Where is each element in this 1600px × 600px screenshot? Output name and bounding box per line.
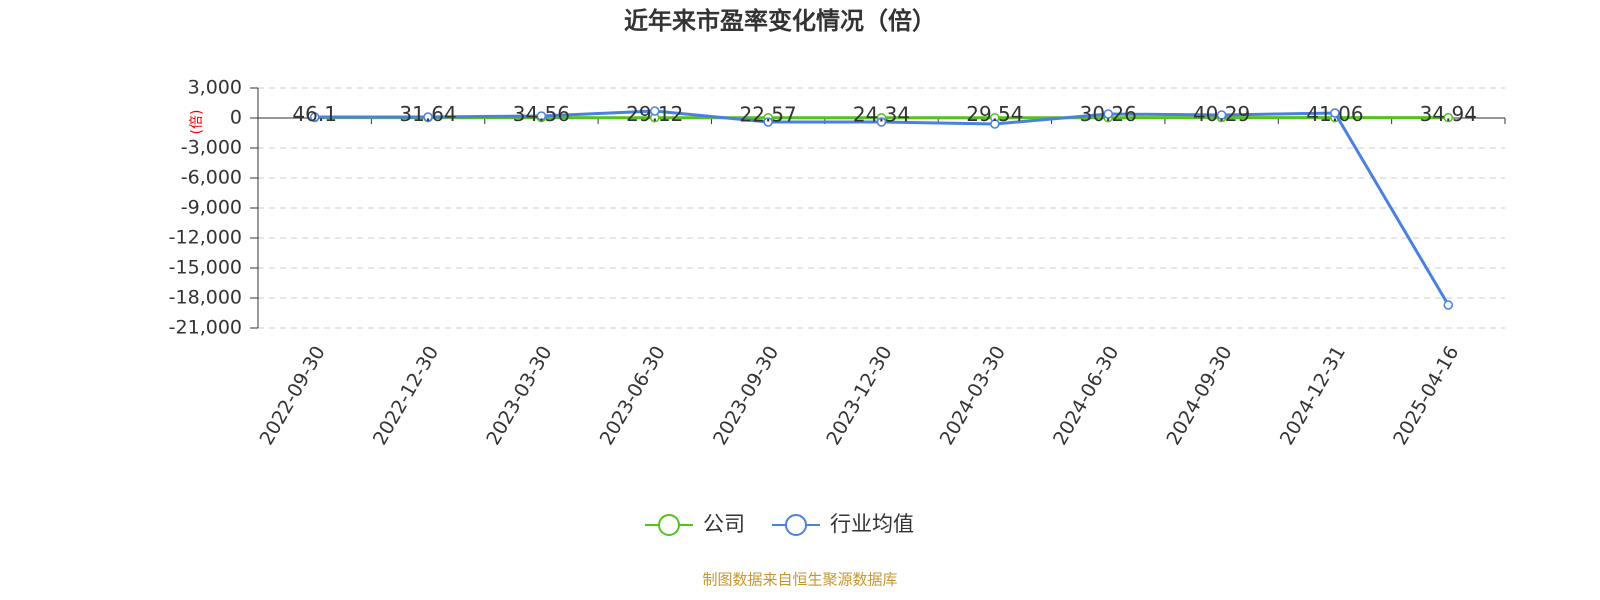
x-tick-label: 2025-04-16 (1389, 342, 1463, 449)
x-tick-label: 2023-12-30 (822, 342, 896, 449)
value-label: 34.56 (513, 102, 570, 126)
data-point (536, 111, 547, 121)
y-tick-label: -18,000 (169, 287, 242, 309)
y-tick-label: -21,000 (169, 317, 242, 339)
value-label: 30.26 (1080, 102, 1137, 126)
data-point (1443, 112, 1454, 123)
data-point (1330, 108, 1340, 118)
y-tick-label: -3,000 (181, 137, 242, 159)
data-point (423, 112, 433, 122)
data-point (876, 117, 887, 127)
y-tick-label: -9,000 (181, 197, 242, 219)
value-label: 31.64 (399, 102, 456, 126)
legend-label: 行业均值 (830, 512, 914, 536)
source-note: 制图数据来自恒生聚源数据库 (702, 571, 897, 589)
y-tick-label: -15,000 (169, 257, 242, 279)
x-tick-label: 2024-12-31 (1276, 342, 1350, 449)
value-label: 41.06 (1306, 102, 1363, 126)
data-point (1443, 300, 1454, 310)
data-point (309, 112, 320, 122)
data-point (1103, 109, 1113, 119)
y-tick-label: 0 (230, 107, 242, 129)
y-tick-label: -12,000 (169, 227, 242, 249)
value-label: 29.12 (626, 102, 683, 126)
value-label: 24.34 (853, 102, 910, 126)
x-tick-label: 2024-09-30 (1162, 342, 1236, 449)
y-tick-label: -6,000 (181, 167, 242, 189)
y-axis-label: (倍) (189, 110, 205, 135)
data-point (1216, 110, 1227, 120)
data-point (763, 117, 773, 127)
x-tick-label: 2022-09-30 (256, 342, 330, 449)
legend-label: 公司 (703, 512, 745, 536)
x-tick-label: 2023-09-30 (709, 342, 783, 449)
legend-marker (785, 514, 807, 536)
series-line (314, 109, 1450, 306)
x-tick-label: 2023-03-30 (482, 342, 556, 449)
x-tick-label: 2024-06-30 (1049, 342, 1123, 449)
legend-marker (658, 514, 680, 536)
data-point (990, 119, 1000, 129)
x-tick-label: 2022-12-30 (369, 342, 443, 449)
x-tick-label: 2023-06-30 (596, 342, 670, 449)
value-label: 40.29 (1193, 102, 1250, 126)
value-label: 46.1 (292, 102, 337, 126)
value-label: 22.57 (740, 102, 797, 126)
data-point (650, 106, 660, 116)
y-tick-label: 3,000 (188, 77, 242, 99)
value-label: 29.54 (966, 102, 1023, 126)
x-tick-label: 2024-03-30 (936, 342, 1010, 449)
chart-title: 近年来市盈率变化情况（倍） (624, 7, 936, 35)
value-label: 34.94 (1420, 102, 1477, 126)
